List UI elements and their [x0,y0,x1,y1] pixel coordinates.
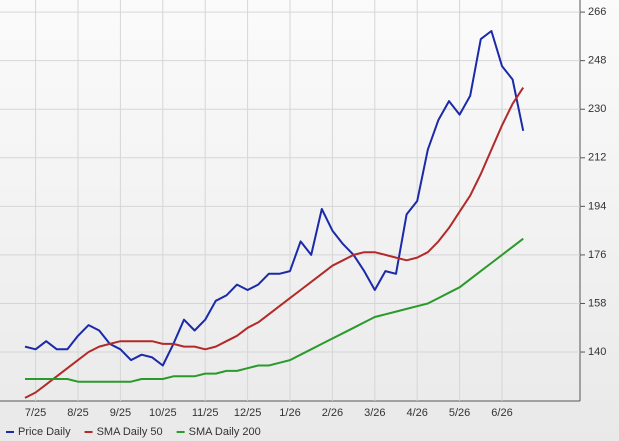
series-line [24,87,525,399]
y-tick-label: 248 [588,55,606,67]
x-tick-label: 6/26 [491,407,512,419]
x-tick-label: 3/26 [364,407,385,419]
legend-label: SMA Daily 50 [97,426,163,438]
series-line [25,237,524,383]
x-tick-label: 2/26 [322,407,343,419]
x-tick-label: 10/25 [149,407,177,419]
x-tick-label: 9/25 [110,407,131,419]
y-tick-label: 266 [588,6,606,18]
x-tick-label: 12/25 [234,407,262,419]
legend-label: SMA Daily 200 [189,426,261,438]
series-line [24,30,525,367]
x-tick-label: 8/25 [67,407,88,419]
x-tick-label: 4/26 [406,407,427,419]
x-tick-label: 5/26 [449,407,470,419]
y-tick-label: 158 [588,297,606,309]
y-tick-label: 176 [588,249,606,261]
x-tick-label: 7/25 [25,407,46,419]
y-tick-label: 140 [588,346,606,358]
legend-label: Price Daily [18,426,71,438]
x-tick-label: 11/25 [192,407,219,419]
y-tick-label: 194 [588,200,606,212]
x-tick-label: 1/26 [279,407,300,419]
y-tick-label: 212 [588,152,606,164]
y-tick-label: 230 [588,103,606,115]
